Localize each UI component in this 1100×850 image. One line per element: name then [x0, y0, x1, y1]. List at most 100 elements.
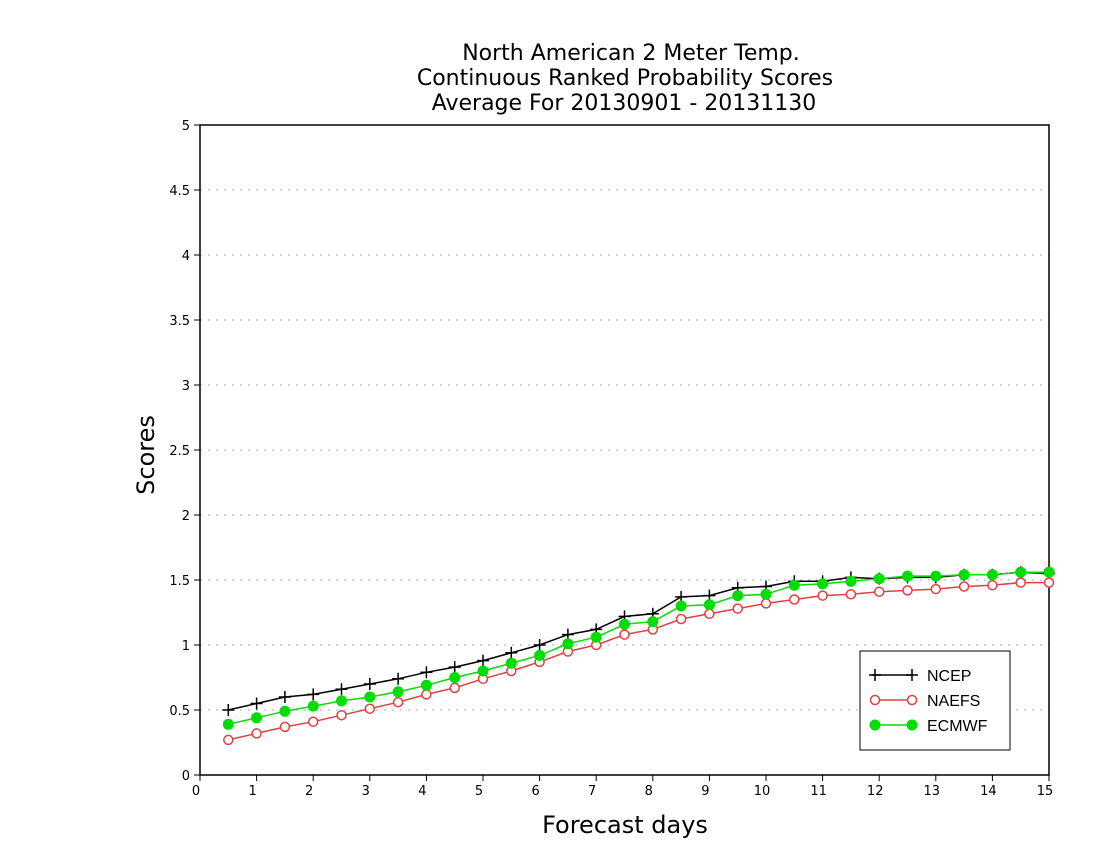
chart-title-line-2: Continuous Ranked Probability Scores: [417, 66, 833, 91]
y-axis-ticks: 0 0.5 1 1.5 2 2.5 3 3.5 4 4.5 5: [169, 119, 200, 784]
data-point-ecmwf: [760, 588, 772, 600]
y-tick-label: 2: [182, 509, 190, 524]
data-point-naefs: [449, 682, 460, 694]
y-tick-label: 1: [182, 639, 190, 654]
y-tick-label: 1.5: [169, 574, 190, 589]
legend-marker-start-ecmwf: [869, 719, 881, 731]
legend-marker-end-ncep: [906, 669, 918, 681]
legend-label-ecmwf: ECMWF: [927, 718, 988, 735]
data-point-ecmwf: [1043, 566, 1055, 578]
x-tick-label: 10: [754, 784, 771, 799]
x-tick-label: 1: [248, 784, 256, 799]
data-point-ncep: [448, 661, 461, 674]
x-tick-label: 11: [810, 784, 827, 799]
data-point-naefs: [279, 721, 291, 733]
legend-label-ncep: NCEP: [927, 668, 971, 685]
data-point-ncep: [363, 678, 376, 690]
x-tick-label: 2: [305, 784, 313, 799]
data-point-ecmwf: [336, 695, 347, 707]
legend-item-ncep: NCEP: [869, 668, 971, 685]
data-point-ncep: [250, 697, 263, 710]
data-point-naefs: [704, 608, 715, 620]
x-tick-label: 5: [475, 784, 483, 799]
data-point-naefs: [675, 613, 687, 625]
data-point-ncep: [307, 688, 320, 701]
y-tick-label: 3: [182, 379, 190, 394]
data-point-naefs: [1015, 577, 1026, 588]
data-point-ecmwf: [1015, 566, 1027, 578]
chart-title-line-3: Average For 20130901 - 20131130: [432, 91, 817, 116]
data-point-naefs: [336, 709, 347, 721]
data-point-naefs: [392, 696, 404, 708]
data-point-ecmwf: [902, 570, 913, 582]
legend: NCEP NAEFS ECMWF: [859, 650, 1011, 751]
data-point-naefs: [789, 594, 800, 605]
data-point-ecmwf: [619, 618, 630, 630]
y-axis-label: Scores: [132, 415, 160, 495]
x-tick-label: 8: [645, 784, 653, 799]
y-tick-label: 4: [182, 249, 190, 264]
y-tick-label: 3.5: [169, 314, 190, 329]
x-axis-ticks: 0 1 2 3 4 5 6 7 8 9 10 11 12 13 14 15: [192, 775, 1053, 799]
data-point-naefs: [421, 689, 432, 700]
data-point-naefs: [902, 585, 913, 596]
data-point-ecmwf: [307, 700, 319, 712]
x-tick-label: 12: [867, 784, 884, 799]
data-series: [222, 566, 1055, 746]
data-point-naefs: [1043, 577, 1055, 588]
x-tick-label: 4: [418, 784, 426, 799]
data-point-ecmwf: [873, 573, 885, 585]
data-point-naefs: [958, 581, 970, 592]
y-tick-label: 0: [182, 769, 190, 784]
data-point-ecmwf: [449, 672, 461, 683]
legend-label-naefs: NAEFS: [927, 693, 980, 710]
data-point-ecmwf: [703, 599, 715, 611]
legend-marker-start-naefs: [869, 694, 881, 706]
data-point-naefs: [307, 716, 319, 727]
data-point-naefs: [873, 586, 885, 597]
data-point-ncep: [222, 704, 235, 716]
x-tick-label: 9: [701, 784, 709, 799]
legend-item-naefs: NAEFS: [869, 693, 980, 710]
data-point-ecmwf: [817, 578, 829, 590]
data-point-ncep: [392, 672, 405, 685]
data-point-ecmwf: [364, 691, 376, 703]
data-point-naefs: [619, 629, 630, 640]
data-point-ecmwf: [930, 570, 942, 582]
data-point-ecmwf: [505, 657, 517, 669]
x-tick-label: 13: [924, 784, 941, 799]
x-tick-label: 15: [1037, 784, 1054, 799]
legend-item-ecmwf: ECMWF: [869, 718, 988, 735]
data-point-ncep: [335, 683, 348, 696]
chart-title-line-1: North American 2 Meter Temp.: [462, 41, 800, 66]
series-ecmwf: [222, 566, 1055, 730]
y-tick-label: 4.5: [169, 184, 190, 199]
data-point-ncep: [420, 666, 433, 679]
data-point-ncep: [505, 646, 518, 659]
data-point-ecmwf: [562, 638, 574, 650]
data-point-ecmwf: [845, 575, 857, 587]
y-tick-label: 2.5: [169, 444, 190, 459]
x-tick-label: 3: [362, 784, 370, 799]
data-point-ecmwf: [222, 718, 234, 730]
data-point-ecmwf: [732, 590, 744, 602]
data-point-naefs: [760, 598, 772, 609]
data-point-ncep: [477, 654, 489, 667]
x-tick-label: 6: [531, 784, 539, 799]
legend-marker-end-naefs: [906, 694, 918, 706]
legend-marker-end-ecmwf: [906, 719, 918, 731]
data-point-naefs: [251, 728, 262, 739]
data-point-naefs: [223, 734, 234, 746]
data-point-ecmwf: [534, 649, 546, 661]
data-point-ecmwf: [590, 631, 602, 643]
data-point-naefs: [817, 590, 828, 601]
data-point-ecmwf: [392, 686, 404, 698]
data-point-ecmwf: [279, 705, 291, 717]
x-tick-label: 0: [192, 784, 200, 799]
data-point-ecmwf: [251, 712, 263, 724]
y-tick-label: 5: [182, 119, 190, 134]
data-point-ecmwf: [477, 665, 489, 677]
data-point-ecmwf: [958, 569, 970, 581]
data-point-ncep: [278, 691, 291, 703]
